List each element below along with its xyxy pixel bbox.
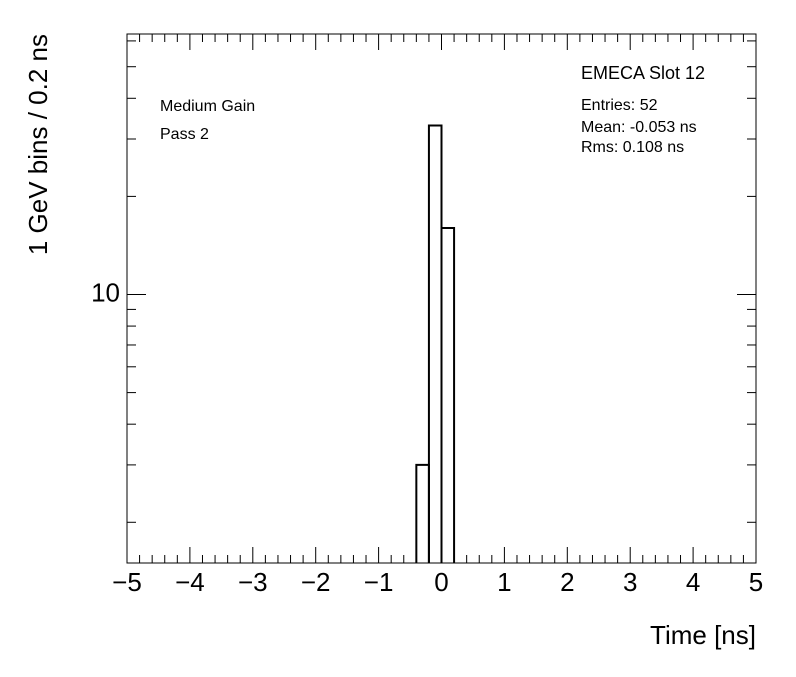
annotation: Rms: 0.108 ns	[581, 139, 684, 156]
x-tick-label: 1	[497, 567, 511, 597]
x-tick-label: −4	[175, 567, 205, 597]
x-tick-label: 5	[749, 567, 763, 597]
y-axis-label: 1 GeV bins / 0.2 ns	[23, 34, 53, 255]
x-tick-label: −3	[238, 567, 268, 597]
x-tick-label: −5	[112, 567, 142, 597]
annotation: EMECA Slot 12	[581, 63, 705, 83]
annotation: Entries: 52	[581, 97, 658, 114]
x-axis-label: Time [ns]	[650, 620, 756, 650]
x-tick-label: 3	[623, 567, 637, 597]
x-tick-label: 2	[560, 567, 574, 597]
annotation: Medium Gain	[160, 98, 255, 115]
x-tick-label: 0	[434, 567, 448, 597]
annotation: Mean: -0.053 ns	[581, 119, 697, 136]
histogram-bar	[427, 124, 443, 563]
annotation: Pass 2	[160, 126, 209, 143]
x-tick-label: −1	[364, 567, 394, 597]
y-tick-label: 10	[91, 277, 120, 307]
histogram-bar	[415, 463, 430, 563]
x-tick-label: 4	[686, 567, 700, 597]
x-tick-label: −2	[301, 567, 331, 597]
histogram-bar	[440, 226, 456, 563]
